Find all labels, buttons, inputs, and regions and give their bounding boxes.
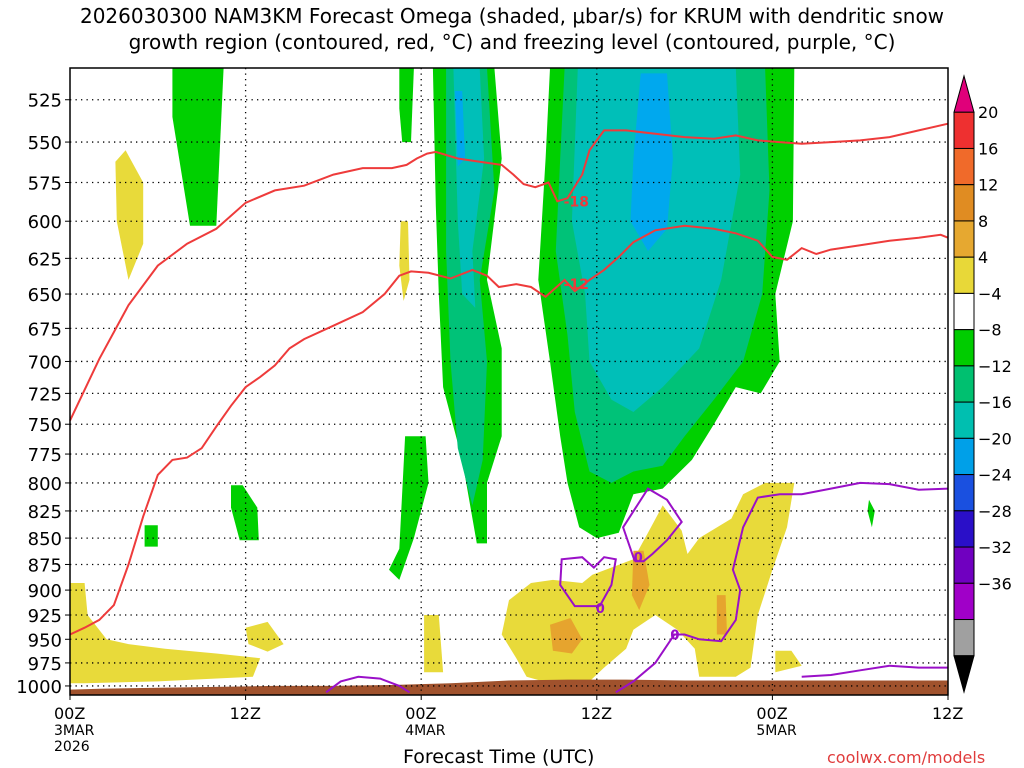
colorbar-swatch — [953, 256, 975, 294]
colorbar-swatch — [953, 329, 975, 367]
colorbar-swatch — [953, 474, 975, 512]
colorbar-label: −16 — [978, 393, 1012, 412]
freezing-contour-label: 0 — [634, 551, 643, 566]
x-tick-label: 12Z — [932, 704, 963, 723]
x-tick-label: 00Z — [756, 704, 787, 723]
x-axis-label: Forecast Time (UTC) — [403, 746, 595, 768]
colorbar-bottom-triangle — [953, 655, 975, 694]
dendritic-contour-label: -18 — [564, 194, 589, 210]
y-tick-label: 975 — [28, 654, 62, 675]
omega-region-12 — [454, 91, 466, 167]
colorbar-label: −32 — [978, 538, 1012, 557]
y-tick-label: 1000 — [16, 677, 62, 698]
y-tick-label: 750 — [28, 415, 62, 436]
y-tick-label: 825 — [28, 502, 62, 523]
x-tick-label: 12Z — [581, 704, 612, 723]
y-tick-label: 950 — [28, 630, 62, 651]
colorbar-swatch — [953, 582, 975, 621]
colorbar-label: −24 — [978, 466, 1012, 485]
omega-region-18 — [424, 615, 444, 673]
y-tick-label: 700 — [28, 352, 62, 373]
y-tick-label: 525 — [28, 91, 62, 112]
y-tick-label: 875 — [28, 555, 62, 576]
omega-region-22 — [631, 550, 650, 611]
colorbar-label: 20 — [978, 103, 998, 122]
x-tick-label: 2026 — [54, 739, 90, 755]
dendritic-contour--18 — [69, 122, 949, 422]
y-tick-label: 775 — [28, 445, 62, 466]
freezing-contour-2 — [325, 675, 411, 694]
freezing-contour-1 — [559, 556, 617, 608]
colorbar-swatch — [953, 147, 975, 186]
colorbar-label: −8 — [978, 321, 1002, 340]
colorbar-swatch — [953, 184, 975, 222]
x-tick-label: 3MAR — [54, 723, 95, 739]
x-tick-label: 00Z — [54, 704, 85, 723]
x-tick-label: 12Z — [230, 704, 261, 723]
omega-region-21 — [550, 618, 583, 654]
colorbar-swatch — [953, 437, 975, 476]
y-tick-label: 900 — [28, 581, 62, 602]
chart-title-line-1: 2026030300 NAM3KM Forecast Omega (shaded… — [79, 4, 945, 28]
omega-region-5 — [231, 485, 259, 541]
colorbar-label: 8 — [978, 212, 988, 231]
omega-region-16 — [70, 583, 261, 684]
plot-frame — [69, 67, 949, 696]
dendritic-contour-label: -12 — [564, 277, 589, 293]
freezing-contour-3 — [615, 481, 949, 694]
freezing-contour-4 — [801, 664, 948, 678]
y-tick-label: 625 — [28, 249, 62, 270]
freezing-contour-label: 0 — [670, 628, 679, 643]
colorbar-swatch — [953, 401, 975, 439]
colorbar-swatch — [953, 111, 975, 149]
colorbar-label: 16 — [978, 139, 998, 158]
colorbar-top-triangle — [953, 74, 975, 113]
y-tick-label: 675 — [28, 319, 62, 340]
colorbar-label: −36 — [978, 574, 1012, 593]
y-tick-label: 650 — [28, 285, 62, 306]
y-tick-label: 850 — [28, 529, 62, 550]
y-tick-label: 800 — [28, 474, 62, 495]
colorbar-label: −4 — [978, 284, 1002, 303]
y-tick-label: 550 — [28, 133, 62, 154]
colorbar-swatch — [953, 510, 975, 548]
colorbar-label: 12 — [978, 176, 998, 195]
colorbar-label: −12 — [978, 357, 1012, 376]
omega-region-15 — [399, 221, 410, 301]
omega-region-23 — [716, 595, 727, 635]
colorbar-label: 4 — [978, 248, 988, 267]
y-tick-label: 925 — [28, 606, 62, 627]
terrain-band — [70, 679, 948, 695]
x-tick-label: 5MAR — [756, 723, 797, 739]
y-tick-label: 600 — [28, 212, 62, 233]
chart-title-line-2: growth region (contoured, red, °C) and f… — [128, 30, 896, 54]
omega-region-17 — [245, 621, 284, 652]
freezing-contour-label: 0 — [596, 602, 605, 617]
colorbar-swatch — [953, 292, 975, 331]
x-tick-label: 00Z — [405, 704, 436, 723]
omega-region-4 — [389, 436, 429, 580]
omega-region-1 — [399, 68, 414, 143]
omega-region-0 — [172, 68, 224, 226]
credit-link[interactable]: coolwx.com/models — [827, 748, 986, 767]
colorbar-swatch — [953, 365, 975, 403]
omega-region-13 — [630, 73, 673, 252]
colorbar-swatch — [953, 220, 975, 258]
colorbar-label: −20 — [978, 429, 1012, 448]
omega-region-7 — [867, 499, 875, 528]
freezing-contour-label: 0 — [670, 628, 679, 643]
colorbar-swatch — [953, 619, 975, 657]
omega-region-20 — [775, 650, 802, 673]
omega-region-14 — [115, 150, 144, 280]
freezing-contour-0 — [621, 487, 683, 563]
colorbar-swatch — [953, 546, 975, 584]
x-tick-label: 4MAR — [405, 723, 446, 739]
y-tick-label: 725 — [28, 384, 62, 405]
y-tick-label: 575 — [28, 174, 62, 195]
colorbar-label: −28 — [978, 502, 1012, 521]
dendritic-contour--12 — [69, 224, 949, 636]
omega-region-6 — [144, 525, 158, 547]
